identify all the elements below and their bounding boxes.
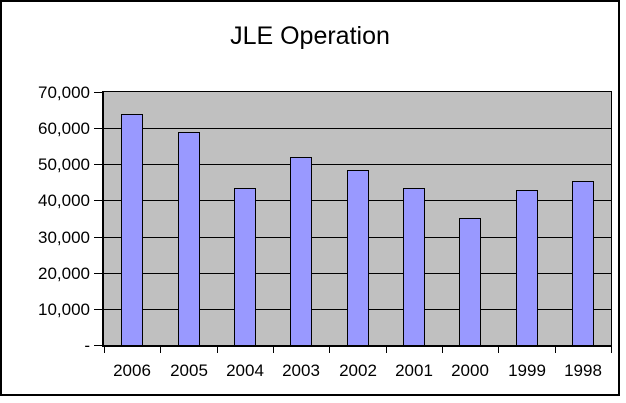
x-axis-label-2005: 2005 bbox=[170, 361, 208, 380]
gridline bbox=[104, 128, 611, 129]
x-axis-label-2001: 2001 bbox=[395, 361, 433, 380]
y-axis-label: - bbox=[84, 336, 90, 355]
chart-title: JLE Operation bbox=[230, 22, 390, 50]
x-axis-tick bbox=[273, 345, 274, 353]
x-axis-tick bbox=[104, 345, 105, 353]
x-axis-tick bbox=[217, 345, 218, 353]
y-axis-tick bbox=[94, 128, 103, 129]
x-axis-tick bbox=[611, 345, 612, 353]
y-axis-tick bbox=[94, 237, 103, 238]
bar-2004 bbox=[234, 188, 256, 345]
gridline bbox=[104, 164, 611, 165]
x-axis-tick bbox=[442, 345, 443, 353]
x-axis-tick bbox=[386, 345, 387, 353]
x-axis-tick bbox=[498, 345, 499, 353]
bar-1998 bbox=[572, 181, 594, 345]
y-axis-label: 70,000 bbox=[38, 83, 90, 102]
x-axis-label-2003: 2003 bbox=[282, 361, 320, 380]
bar-2003 bbox=[290, 157, 312, 345]
y-axis-label: 60,000 bbox=[38, 119, 90, 138]
x-axis-label-2004: 2004 bbox=[226, 361, 264, 380]
y-axis-tick bbox=[94, 92, 103, 93]
x-axis-tick bbox=[555, 345, 556, 353]
y-axis-label: 50,000 bbox=[38, 155, 90, 174]
chart-canvas: JLE Operation 70,000 60,000 50,000 40,000 30… bbox=[0, 0, 620, 396]
plot-area bbox=[103, 91, 612, 346]
x-axis-tick bbox=[160, 345, 161, 353]
x-axis-line bbox=[102, 345, 612, 347]
y-axis-line bbox=[102, 91, 104, 347]
bar-1999 bbox=[516, 190, 538, 345]
bar-2000 bbox=[459, 218, 481, 345]
y-axis-tick bbox=[94, 345, 103, 346]
bar-2001 bbox=[403, 188, 425, 345]
bar-2006 bbox=[121, 114, 143, 345]
bar-2002 bbox=[347, 170, 369, 345]
y-axis-label: 40,000 bbox=[38, 191, 90, 210]
y-axis-tick bbox=[94, 309, 103, 310]
x-axis-label-1999: 1999 bbox=[508, 361, 546, 380]
x-axis-label-2002: 2002 bbox=[339, 361, 377, 380]
y-axis-tick bbox=[94, 200, 103, 201]
y-axis-label: 20,000 bbox=[38, 264, 90, 283]
x-axis-label-2006: 2006 bbox=[113, 361, 151, 380]
bar-2005 bbox=[178, 132, 200, 345]
y-axis-tick bbox=[94, 164, 103, 165]
x-axis-label-2000: 2000 bbox=[451, 361, 489, 380]
y-axis-tick bbox=[94, 273, 103, 274]
x-axis-label-1998: 1998 bbox=[564, 361, 602, 380]
x-axis-tick bbox=[329, 345, 330, 353]
y-axis-label: 30,000 bbox=[38, 228, 90, 247]
y-axis-label: 10,000 bbox=[38, 300, 90, 319]
